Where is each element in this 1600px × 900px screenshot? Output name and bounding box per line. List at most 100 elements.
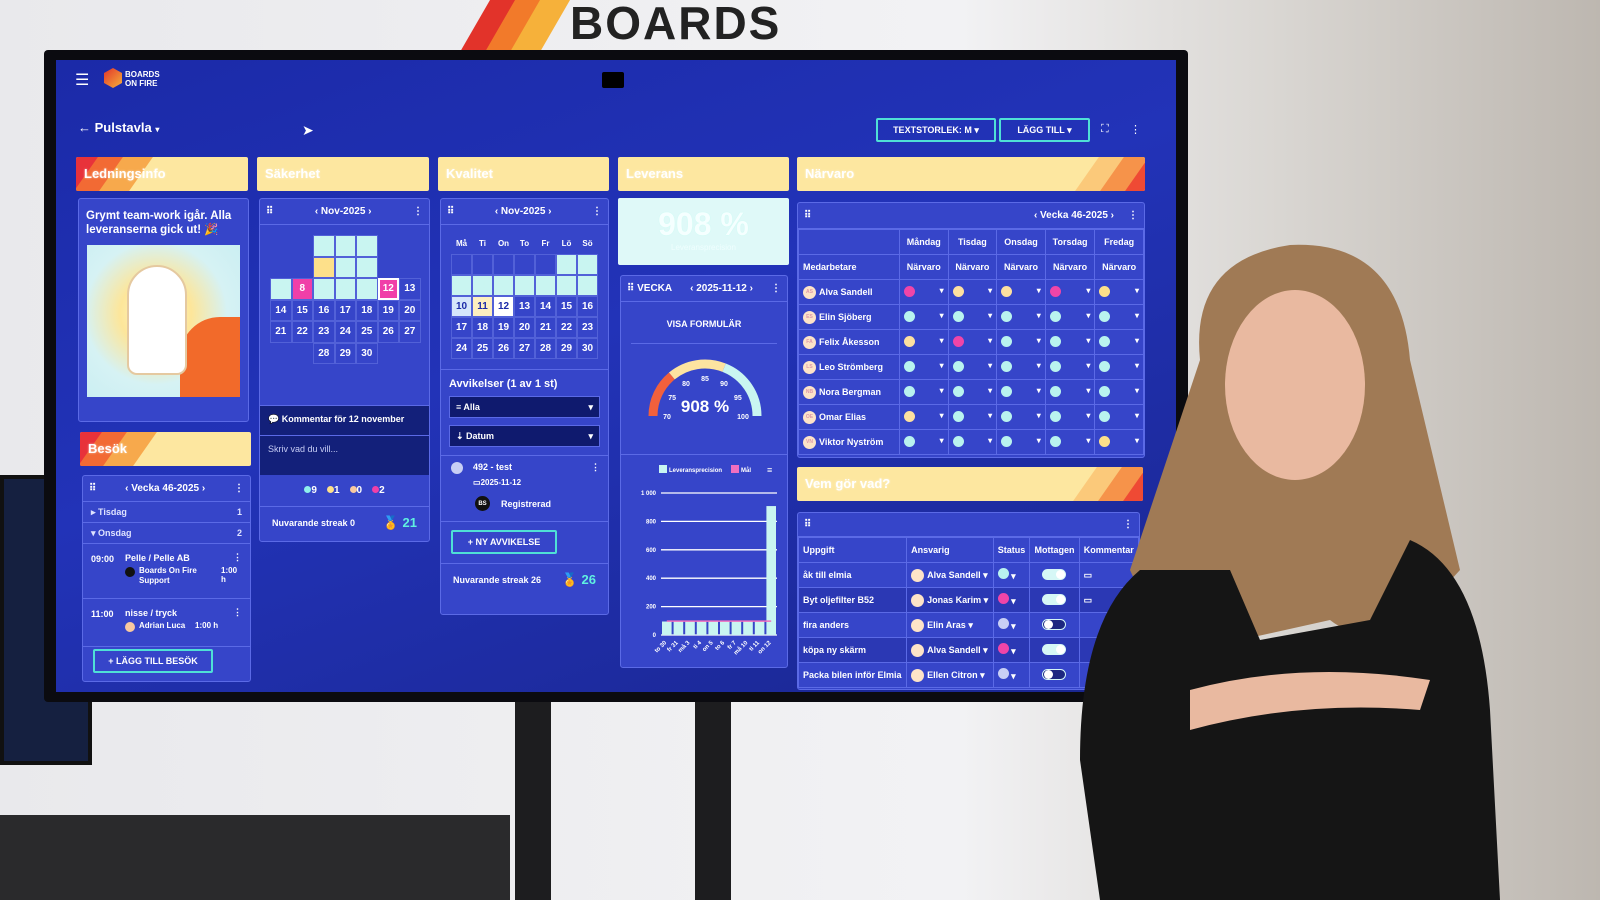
attendance-select[interactable]: ▾ bbox=[947, 429, 998, 455]
prev-icon[interactable]: ‹ bbox=[494, 206, 501, 217]
text-size-button[interactable]: TEXTSTORLEK: M ▾ bbox=[876, 118, 996, 142]
attendance-select[interactable]: ▾ bbox=[1094, 404, 1144, 430]
calendar-day[interactable]: 12 bbox=[493, 296, 514, 317]
attendance-select[interactable]: ▾ bbox=[996, 354, 1046, 380]
received-toggle[interactable] bbox=[1042, 568, 1067, 580]
calendar-day[interactable]: 2 bbox=[577, 254, 598, 275]
owner-select[interactable]: Alva Sandell ▾ bbox=[906, 637, 994, 663]
calendar-day[interactable]: 27 bbox=[399, 321, 421, 343]
calendar-day[interactable]: 6 bbox=[514, 275, 535, 296]
bar[interactable] bbox=[731, 621, 742, 635]
calendar-day[interactable]: 1 bbox=[313, 235, 335, 257]
calendar-day[interactable]: 20 bbox=[514, 317, 535, 338]
attendance-select[interactable]: ▾ bbox=[996, 279, 1046, 305]
calendar-day[interactable]: 5 bbox=[493, 275, 514, 296]
bar[interactable] bbox=[708, 621, 718, 635]
calendar-day[interactable]: 26 bbox=[493, 338, 514, 359]
calendar-day[interactable]: 21 bbox=[270, 321, 292, 343]
calendar-day[interactable]: 29 bbox=[556, 338, 577, 359]
attendance-select[interactable]: ▾ bbox=[898, 429, 949, 455]
status-select[interactable]: ▾ bbox=[992, 612, 1031, 638]
attendance-select[interactable]: ▾ bbox=[1044, 329, 1096, 355]
calendar-day[interactable]: 7 bbox=[270, 278, 292, 300]
comment-icon[interactable]: ▭ bbox=[1083, 569, 1093, 580]
legend-label[interactable]: Mål bbox=[741, 467, 751, 474]
new-deviation-button[interactable]: + NY AVVIKELSE bbox=[451, 530, 557, 554]
drag-handle-icon[interactable]: ⠿ bbox=[627, 283, 638, 294]
attendance-select[interactable]: ▾ bbox=[947, 379, 998, 405]
user-icon[interactable] bbox=[602, 72, 624, 88]
expand-icon[interactable]: ▾ Onsdag bbox=[91, 527, 132, 538]
page-title[interactable]: ← Pulstavla ▾ bbox=[78, 120, 159, 135]
attendance-select[interactable]: ▾ bbox=[996, 329, 1046, 355]
visit-item[interactable]: 09:00 Pelle / Pelle AB Boards On Fire Supp… bbox=[83, 544, 250, 599]
calendar-day[interactable]: 11 bbox=[356, 278, 378, 300]
more-icon[interactable]: ⋮ bbox=[233, 483, 244, 494]
attendance-select[interactable]: ▾ bbox=[1094, 354, 1144, 380]
calendar-day[interactable]: 22 bbox=[556, 317, 577, 338]
attendance-select[interactable]: ▾ bbox=[898, 304, 949, 330]
calendar-day[interactable]: 27 bbox=[514, 338, 535, 359]
calendar-day[interactable]: 14 bbox=[535, 296, 556, 317]
calendar-day[interactable]: 16 bbox=[313, 299, 335, 321]
attendance-select[interactable]: ▾ bbox=[996, 304, 1046, 330]
calendar-day[interactable]: 26 bbox=[377, 321, 399, 343]
drag-handle-icon[interactable]: ⠿ bbox=[447, 206, 455, 217]
menu-icon[interactable]: ☰ bbox=[75, 72, 90, 89]
collapse-icon[interactable]: ▸ Tisdag bbox=[91, 506, 127, 517]
chart-menu-icon[interactable]: ≡ bbox=[767, 465, 772, 475]
calendar-day[interactable]: 1 bbox=[556, 254, 577, 275]
calendar-day[interactable]: 9 bbox=[577, 275, 598, 296]
calendar-day[interactable]: 25 bbox=[472, 338, 493, 359]
more-icon[interactable]: ⋮ bbox=[412, 206, 423, 217]
status-select[interactable]: ▾ bbox=[992, 562, 1031, 588]
calendar-day[interactable]: 9 bbox=[313, 278, 335, 300]
more-icon[interactable]: ⋮ bbox=[770, 283, 781, 294]
owner-select[interactable]: Elin Aras ▾ bbox=[906, 612, 994, 638]
calendar-day[interactable]: 2 bbox=[334, 235, 356, 257]
calendar-day[interactable]: 16 bbox=[577, 296, 598, 317]
attendance-select[interactable]: ▾ bbox=[1044, 354, 1096, 380]
comment-input[interactable]: Skriv vad du vill... bbox=[260, 435, 429, 475]
calendar-day[interactable]: 13 bbox=[514, 296, 535, 317]
status-select[interactable]: ▾ bbox=[992, 637, 1031, 663]
attendance-select[interactable]: ▾ bbox=[898, 354, 949, 380]
calendar-day[interactable]: 7 bbox=[535, 275, 556, 296]
owner-select[interactable]: Alva Sandell ▾ bbox=[906, 562, 994, 588]
calendar-day[interactable]: 28 bbox=[313, 342, 335, 364]
calendar-day[interactable]: 30 bbox=[577, 338, 598, 359]
bar[interactable] bbox=[743, 621, 753, 635]
fullscreen-icon[interactable]: ⛶ bbox=[1101, 123, 1109, 135]
next-icon[interactable]: › bbox=[746, 283, 753, 294]
attendance-select[interactable]: ▾ bbox=[996, 379, 1046, 405]
more-icon[interactable]: ⋮ bbox=[233, 552, 242, 562]
drag-handle-icon[interactable]: ⠿ bbox=[266, 206, 274, 217]
attendance-select[interactable]: ▾ bbox=[898, 329, 949, 355]
calendar-day[interactable]: 18 bbox=[472, 317, 493, 338]
calendar-day[interactable]: 19 bbox=[377, 299, 399, 321]
more-icon[interactable]: ⋮ bbox=[1128, 210, 1138, 221]
received-toggle[interactable] bbox=[1042, 618, 1067, 630]
filter-select[interactable]: ≡ Alla ▾ bbox=[449, 396, 600, 418]
calendar-day[interactable]: 15 bbox=[291, 299, 313, 321]
day-group[interactable]: ▸ Tisdag 1 bbox=[83, 502, 250, 523]
bar[interactable] bbox=[673, 621, 684, 635]
deviation-item[interactable]: 492 - test ▭2025-11-12 BS Registrerad ⋮ bbox=[441, 455, 608, 521]
calendar-day[interactable]: 28 bbox=[535, 338, 556, 359]
calendar-day[interactable]: 30 bbox=[356, 342, 378, 364]
add-button[interactable]: LÄGG TILL ▾ bbox=[999, 118, 1090, 142]
calendar-day[interactable]: 22 bbox=[291, 321, 313, 343]
calendar-day[interactable]: 8 bbox=[291, 278, 313, 300]
attendance-select[interactable]: ▾ bbox=[898, 404, 949, 430]
owner-select[interactable]: Jonas Karim ▾ bbox=[906, 587, 994, 613]
drag-handle-icon[interactable]: ⠿ bbox=[89, 483, 97, 494]
prev-icon[interactable]: ‹ bbox=[1033, 210, 1041, 221]
bar[interactable] bbox=[720, 621, 730, 635]
visit-item[interactable]: 11:00 nisse / tryck Adrian Luca 1:00 h ⋮ bbox=[83, 599, 250, 647]
calendar-day[interactable]: 23 bbox=[313, 321, 335, 343]
attendance-select[interactable]: ▾ bbox=[947, 354, 998, 380]
calendar-day[interactable]: 17 bbox=[334, 299, 356, 321]
calendar-day[interactable]: 5 bbox=[334, 256, 356, 278]
attendance-select[interactable]: ▾ bbox=[1044, 279, 1096, 305]
more-icon[interactable]: ⋮ bbox=[591, 206, 602, 217]
